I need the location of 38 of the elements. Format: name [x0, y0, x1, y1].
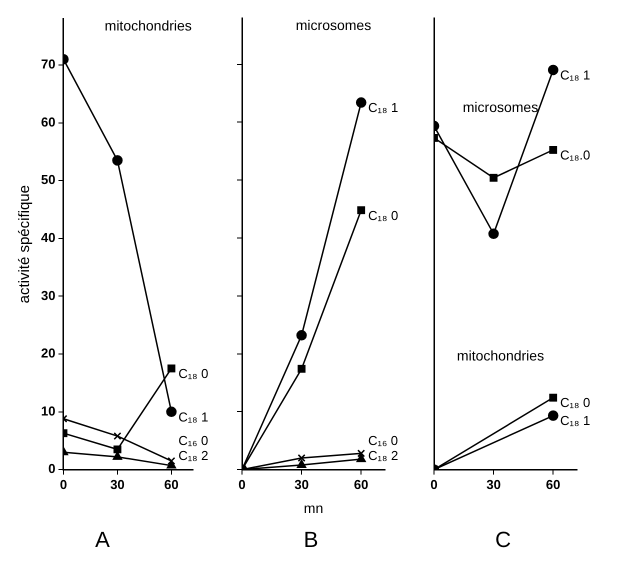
- chart-subtitle: microsomes: [296, 16, 372, 33]
- text: B: [304, 526, 318, 552]
- series-label: C₁₈ 1: [368, 100, 398, 116]
- y-tick-label: 50: [40, 172, 56, 188]
- series-label: C₁₈ 1: [560, 68, 590, 83]
- series-label: C₁₆ 0: [368, 433, 398, 448]
- series-label: C₁₈ 1: [560, 413, 590, 428]
- annotation: microsomes: [462, 99, 538, 116]
- y-tick-label: 70: [40, 56, 56, 72]
- x-tick-label: 60: [354, 476, 368, 492]
- y-tick-label: 30: [40, 288, 56, 303]
- chart-subtitle: mitochondries: [104, 18, 192, 34]
- x-tick-label: 60: [546, 476, 560, 492]
- series-label: C₁₈ 0: [178, 366, 208, 382]
- y-tick-label: 20: [40, 346, 56, 361]
- series-label: C₁₈ 0: [368, 208, 398, 223]
- y-tick-label: 40: [40, 230, 56, 245]
- y-tick-label: 0: [48, 461, 56, 476]
- x-tick-label: 0: [238, 476, 246, 492]
- x-tick-label: 30: [486, 476, 501, 492]
- x-tick-label: 60: [164, 476, 179, 492]
- annotation: mitochondries: [456, 348, 544, 364]
- series-label: C₁₈ 2: [178, 448, 208, 464]
- x-tick-label: 30: [294, 476, 309, 492]
- x-tick-label: 0: [430, 476, 438, 492]
- x-tick-label: 30: [110, 476, 125, 492]
- y-axis-title: activité spécifique: [16, 184, 34, 304]
- y-tick-label: 60: [40, 114, 56, 130]
- series-label: C₁₈.0: [560, 147, 590, 162]
- series-label: C₁₆ 0: [178, 433, 208, 448]
- x-axis-title: mn: [304, 500, 324, 516]
- text: A: [95, 526, 110, 552]
- series-label: C₁₈ 0: [560, 395, 590, 410]
- y-tick-label: 10: [40, 403, 56, 418]
- text: C: [495, 526, 512, 552]
- series-label: C₁₈ 1: [178, 409, 208, 424]
- x-tick-label: 0: [60, 476, 68, 492]
- series-label: C₁₈ 2: [368, 448, 398, 464]
